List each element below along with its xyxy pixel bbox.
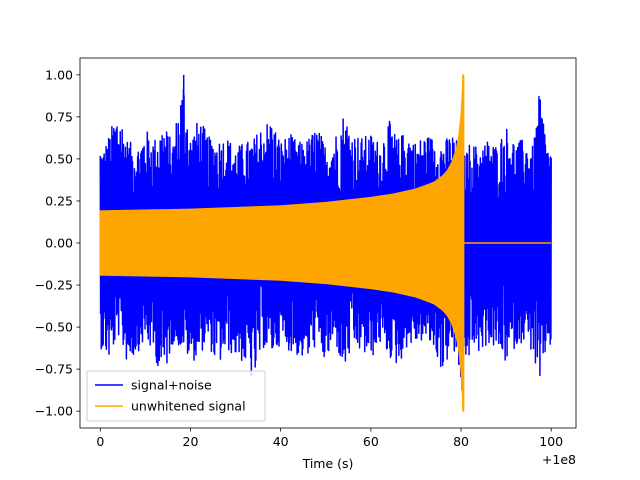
y-tick-label: −0.50 bbox=[35, 320, 73, 335]
x-tick-label: 40 bbox=[273, 434, 289, 449]
x-axis: 0 20 40 60 80 100 bbox=[96, 428, 563, 449]
x-tick-label: 80 bbox=[453, 434, 469, 449]
x-tick-label: 100 bbox=[539, 434, 563, 449]
y-axis: −1.00 −0.75 −0.50 −0.25 0.00 0.25 0.50 0.75 1.00 bbox=[35, 67, 80, 419]
y-tick-label: −1.00 bbox=[35, 404, 73, 419]
legend: signal+noise unwhitened signal bbox=[86, 370, 266, 422]
x-tick-label: 20 bbox=[183, 434, 199, 449]
y-tick-label: 0.00 bbox=[45, 236, 73, 251]
legend-frame bbox=[86, 370, 266, 422]
y-tick-label: −0.75 bbox=[35, 362, 73, 377]
legend-label-unwhitened-signal: unwhitened signal bbox=[131, 399, 246, 414]
legend-label-signal-noise: signal+noise bbox=[131, 378, 212, 393]
y-tick-label: 1.00 bbox=[45, 67, 73, 82]
y-tick-label: −0.25 bbox=[35, 278, 73, 293]
x-tick-label: 0 bbox=[96, 434, 104, 449]
y-tick-label: 0.25 bbox=[45, 193, 73, 208]
series-layer bbox=[99, 74, 552, 412]
x-axis-label: Time (s) bbox=[302, 456, 354, 471]
y-tick-label: 0.75 bbox=[45, 109, 73, 124]
y-tick-label: 0.50 bbox=[45, 151, 73, 166]
x-axis-offset-text: +1e8 bbox=[542, 452, 576, 467]
x-tick-label: 60 bbox=[363, 434, 379, 449]
